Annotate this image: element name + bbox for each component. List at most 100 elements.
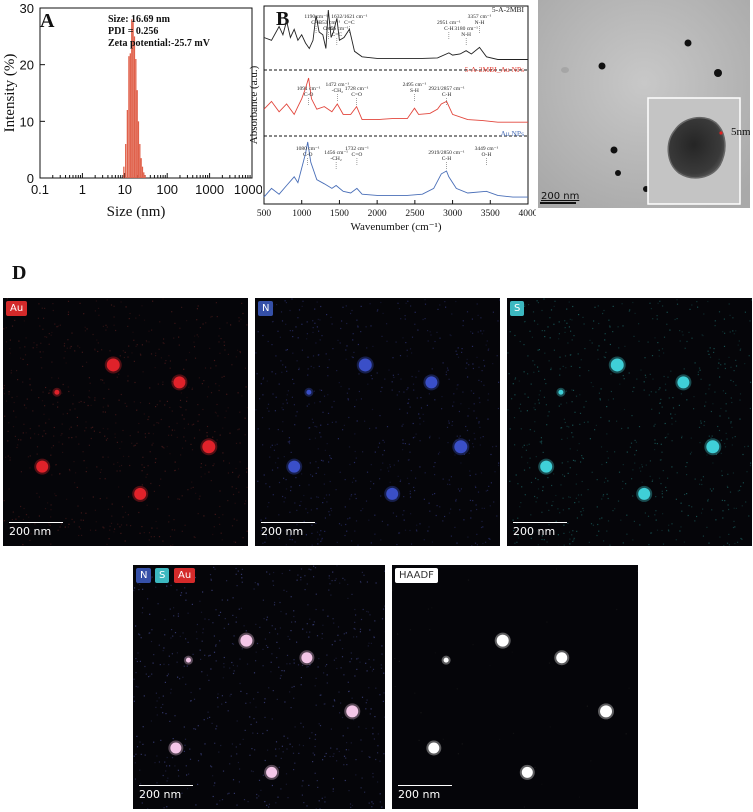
x-tick-label: 4000: [519, 209, 537, 219]
element-label-chip: S: [510, 301, 525, 316]
peak-annotation: S-H: [410, 88, 419, 94]
nanoparticle: [425, 376, 438, 389]
peak-annotation: C-H: [311, 20, 321, 26]
eds-map-n: N 200 nm: [255, 298, 500, 546]
tem-inset-label: 5nm: [731, 126, 750, 138]
eds-map-s: S 200 nm: [507, 298, 752, 546]
peak-annotation: 1190 cm⁻¹: [304, 14, 328, 20]
tem-inset: [647, 97, 741, 205]
nanoparticle: [54, 389, 60, 395]
peak-annotation: C-O: [304, 92, 314, 98]
x-tick-label: 1000: [292, 209, 311, 219]
y-tick-label: 30: [20, 1, 34, 16]
nanoparticle: [556, 652, 568, 664]
nanoparticle: [638, 487, 651, 500]
tem-particle: [610, 146, 618, 154]
y-tick-label: 10: [20, 114, 34, 129]
element-label-chip: N: [136, 568, 152, 583]
peak-annotation: 1632/1621 cm⁻¹: [331, 14, 368, 20]
nanoparticle: [134, 487, 147, 500]
peak-annotation: 3449 cm⁻¹: [475, 146, 499, 152]
x-tick-label: 100: [156, 182, 178, 197]
nanoparticle: [266, 766, 278, 778]
scale-bar: [398, 785, 452, 786]
peak-annotation: -CH₂: [330, 156, 341, 162]
peak-annotation: 2919/2850 cm⁻¹: [428, 150, 465, 156]
y-tick-label: 0: [27, 171, 34, 186]
nanoparticle: [106, 358, 120, 372]
peak-annotation: C=C: [323, 26, 334, 32]
peak-annotation: C-H: [442, 156, 452, 162]
peak-annotation: C=O: [351, 92, 362, 98]
nanoparticle: [36, 460, 49, 473]
nanoparticle: [306, 389, 312, 395]
x-tick-label: 1000: [195, 182, 224, 197]
tem-particle: [615, 170, 621, 176]
nanoparticle: [443, 657, 449, 663]
peak-annotation: C=O: [352, 152, 363, 158]
peak-annotation: 1466 cm⁻¹: [325, 26, 349, 32]
x-tick-label: 10: [118, 182, 132, 197]
peak-annotation: C-O: [303, 152, 313, 158]
nanoparticle: [185, 657, 191, 663]
scale-bar: [261, 522, 315, 523]
scale-label: 200 nm: [398, 788, 441, 801]
haadf-image: HAADF 200 nm: [392, 565, 638, 809]
y-axis-label: Absorbance (a.u.): [248, 65, 260, 144]
nanoparticle: [521, 766, 533, 778]
nanoparticle: [558, 389, 564, 395]
nanoparticle: [428, 742, 440, 754]
peak-annotation: C-H: [444, 26, 454, 32]
nanoparticle: [288, 460, 301, 473]
x-tick-label: 3000: [443, 209, 462, 219]
series-label: 5-A-2MBI: [492, 5, 525, 14]
x-tick-label: 1500: [330, 209, 349, 219]
element-label-chip: S: [155, 568, 170, 583]
x-axis-label: Wavenumber (cm⁻¹): [351, 221, 442, 233]
peak-annotation: C-H: [442, 92, 452, 98]
scale-label: 200 nm: [139, 788, 182, 801]
scale-label: 200 nm: [261, 525, 304, 538]
eds-map-au: Au 200 nm: [3, 298, 248, 546]
tem-particle: [714, 69, 722, 77]
peak-annotation: N-H: [475, 20, 485, 26]
x-tick-label: 3500: [481, 209, 500, 219]
peak-annotation: 2951 cm⁻¹: [437, 20, 461, 26]
peak-annotation: 1091 cm⁻¹: [297, 86, 321, 92]
annotation: PDI = 0.256: [108, 26, 158, 37]
tem-particle: [684, 39, 692, 47]
peak-annotation: 1728 cm⁻¹: [345, 86, 369, 92]
peak-annotation: 2495 cm⁻¹: [403, 82, 427, 88]
nanoparticle: [170, 742, 182, 754]
panel-letter-d: D: [12, 262, 27, 284]
peak-annotation: -CH₂: [332, 88, 343, 94]
peak-annotation: 1732 cm⁻¹: [345, 146, 369, 152]
tem-image: 5nm 200 nm: [538, 0, 750, 208]
peak-annotation: 2921/2857 cm⁻¹: [429, 86, 466, 92]
nanoparticle: [496, 634, 509, 647]
x-tick-label: 0.1: [31, 182, 49, 197]
panel-letter-a: A: [40, 10, 55, 32]
nanoparticle: [386, 487, 399, 500]
annotation: Size: 16.69 nm: [108, 14, 171, 25]
peak-annotation: 1456 cm⁻¹: [324, 150, 348, 156]
tem-scale-bar: [540, 202, 576, 204]
x-tick-label: 1: [79, 182, 86, 197]
element-label-chip: HAADF: [395, 568, 438, 583]
peak-annotation: C=C: [344, 20, 355, 26]
nanoparticle: [540, 460, 553, 473]
spectrum-line: [263, 9, 528, 60]
plot-frame: [39, 7, 253, 179]
nanoparticle: [610, 358, 624, 372]
peak-annotation: C=C: [332, 32, 343, 38]
scale-bar: [139, 785, 193, 786]
nanoparticle: [240, 634, 253, 647]
x-tick-label: 2000: [368, 209, 387, 219]
nanoparticle: [677, 376, 690, 389]
tem-scale-label: 200 nm: [541, 191, 580, 202]
nanoparticle: [454, 440, 468, 454]
scale-label: 200 nm: [513, 525, 556, 538]
